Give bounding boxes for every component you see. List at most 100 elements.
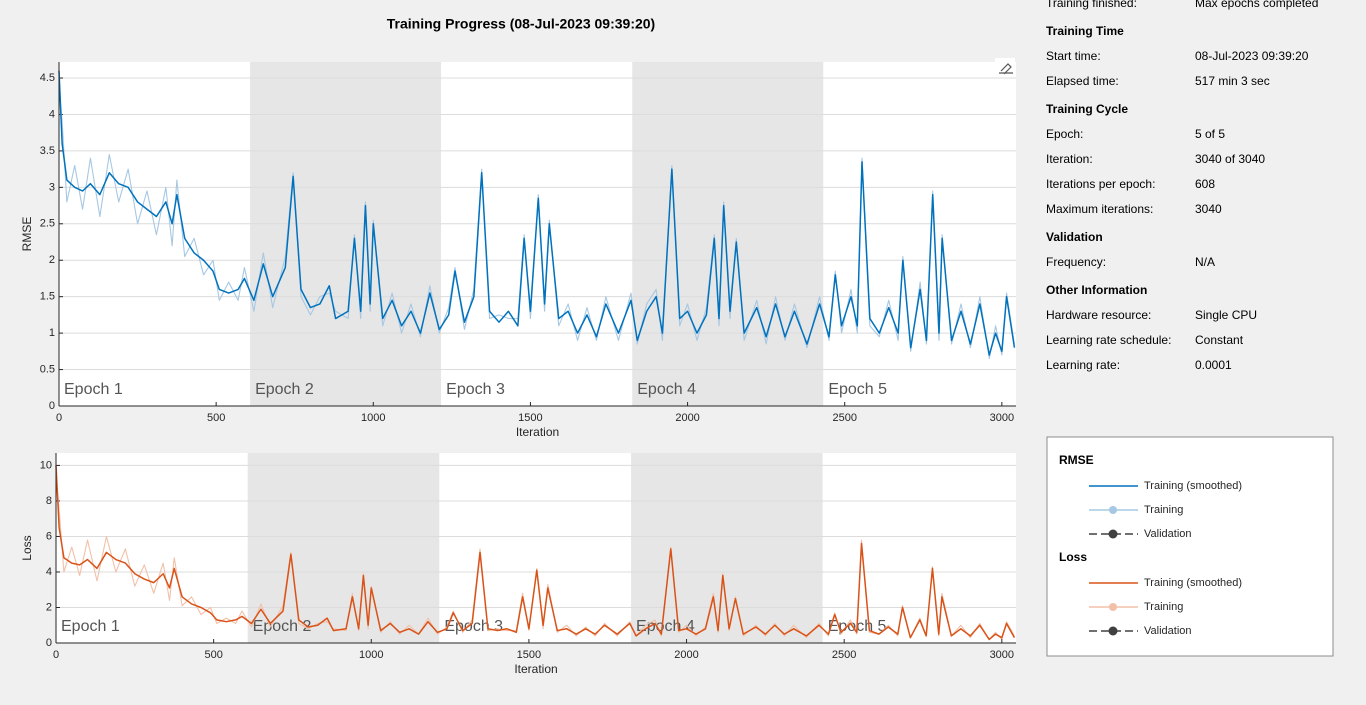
info-value: Constant (1195, 333, 1244, 347)
y-tick-label: 2 (46, 601, 52, 613)
info-label: Elapsed time: (1046, 74, 1119, 88)
info-label: Frequency: (1046, 255, 1106, 269)
y-tick-label: 0 (49, 400, 55, 412)
epoch-band (441, 62, 633, 406)
y-tick-label: 2 (49, 254, 55, 266)
epoch-label: Epoch 1 (61, 618, 120, 635)
info-label: Learning rate: (1046, 358, 1120, 372)
x-tick-label: 1500 (518, 412, 542, 424)
info-heading: Validation (1046, 230, 1103, 244)
legend-marker (1108, 529, 1118, 539)
epoch-band (822, 453, 1015, 643)
series-line (58, 70, 1016, 356)
epoch-label: Epoch 5 (828, 381, 887, 398)
info-label: Iterations per epoch: (1046, 177, 1155, 191)
info-label: Training finished: (1046, 0, 1137, 10)
info-value: Single CPU (1195, 308, 1257, 322)
info-label: Maximum iterations: (1046, 202, 1153, 216)
x-tick-label: 2000 (674, 649, 698, 661)
info-label: Learning rate schedule: (1046, 333, 1171, 347)
info-value: 3040 of 3040 (1195, 152, 1265, 166)
epoch-label: Epoch 4 (637, 381, 696, 398)
x-tick-label: 3000 (990, 412, 1014, 424)
info-value: N/A (1195, 255, 1215, 269)
info-value: Max epochs completed (1195, 0, 1318, 10)
legend-label: Training (smoothed) (1144, 577, 1242, 589)
x-tick-label: 0 (53, 649, 59, 661)
x-tick-label: 0 (56, 412, 62, 424)
epoch-label: Epoch 3 (444, 618, 503, 635)
chart: Training Progress (08-Jul-2023 09:39:20)… (20, 16, 1016, 439)
info-heading: Other Information (1046, 283, 1147, 297)
epoch-band (632, 62, 824, 406)
info-label: Epoch: (1046, 127, 1083, 141)
chart-title: Training Progress (08-Jul-2023 09:39:20) (387, 16, 655, 32)
x-tick-label: 1000 (359, 649, 383, 661)
y-tick-label: 1.5 (40, 291, 55, 303)
y-tick-label: 1 (49, 327, 55, 339)
legend-marker (1109, 506, 1117, 514)
epoch-label: Epoch 3 (446, 381, 505, 398)
epoch-band (250, 62, 442, 406)
y-tick-label: 4 (46, 566, 52, 578)
x-tick-label: 1000 (361, 412, 385, 424)
epoch-band (439, 453, 632, 643)
export-glyph (999, 63, 1013, 75)
legend-group: Loss Training (smoothed) Training Validatio… (1059, 550, 1242, 637)
info-label: Hardware resource: (1046, 308, 1151, 322)
epoch-band (247, 453, 440, 643)
x-tick-label: 2000 (675, 412, 699, 424)
epoch-band (59, 62, 251, 406)
legend-marker (1108, 626, 1118, 636)
epoch-label: Epoch 2 (253, 618, 312, 635)
info-panel: Training finished: Max epochs completed Tr… (1046, 0, 1318, 372)
info-label: Start time: (1046, 49, 1101, 63)
y-tick-label: 8 (46, 495, 52, 507)
x-tick-label: 2500 (832, 412, 856, 424)
y-tick-label: 10 (40, 459, 52, 471)
y-tick-label: 2.5 (40, 218, 55, 230)
legend-label: Training (smoothed) (1144, 480, 1242, 492)
y-axis-label: Loss (20, 535, 34, 560)
legend-box (1046, 436, 1334, 657)
epoch-band (56, 453, 248, 643)
x-tick-label: 2500 (832, 649, 856, 661)
info-value: 517 min 3 sec (1195, 74, 1270, 88)
series-line (55, 465, 1016, 641)
epoch-band (823, 62, 1015, 406)
x-axis-label: Iteration (516, 425, 559, 439)
legend-label: Training (1144, 504, 1183, 516)
x-axis-label: Iteration (514, 662, 557, 676)
info-heading: Training Time (1046, 24, 1124, 38)
y-axis-label: RMSE (20, 217, 34, 252)
info-value: 3040 (1195, 202, 1222, 216)
legend-marker (1109, 603, 1117, 611)
info-heading: Training Cycle (1046, 102, 1128, 116)
info-value: 5 of 5 (1195, 127, 1225, 141)
info-value: 0.0001 (1195, 358, 1232, 372)
legend-heading: RMSE (1059, 453, 1094, 467)
epoch-label: Epoch 2 (255, 381, 314, 398)
epoch-label: Epoch 1 (64, 381, 123, 398)
legend-label: Training (1144, 601, 1183, 613)
x-tick-label: 500 (207, 412, 225, 424)
y-tick-label: 3.5 (40, 145, 55, 157)
export-icon[interactable] (995, 58, 1015, 76)
legend-group: RMSE Training (smoothed) Training Validatio… (1059, 453, 1242, 540)
legend-heading: Loss (1059, 550, 1087, 564)
legend-label: Validation (1144, 625, 1192, 637)
info-value: 608 (1195, 177, 1215, 191)
x-tick-label: 1500 (517, 649, 541, 661)
info-label: Iteration: (1046, 152, 1093, 166)
x-tick-label: 3000 (990, 649, 1014, 661)
y-tick-label: 3 (49, 181, 55, 193)
info-value: 08-Jul-2023 09:39:20 (1195, 49, 1309, 63)
x-tick-label: 500 (204, 649, 222, 661)
y-tick-label: 4 (49, 108, 55, 120)
legend-label: Validation (1144, 528, 1192, 540)
y-tick-label: 0 (46, 637, 52, 649)
y-tick-label: 0.5 (40, 363, 55, 375)
y-tick-label: 4.5 (40, 72, 55, 84)
